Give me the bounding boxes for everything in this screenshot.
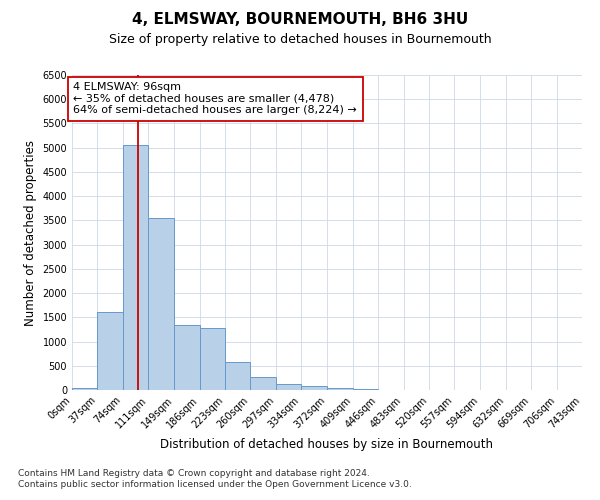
Text: 4, ELMSWAY, BOURNEMOUTH, BH6 3HU: 4, ELMSWAY, BOURNEMOUTH, BH6 3HU — [132, 12, 468, 28]
Bar — [250, 377, 276, 390]
Text: Contains HM Land Registry data © Crown copyright and database right 2024.: Contains HM Land Registry data © Crown c… — [18, 468, 370, 477]
Text: 4 ELMSWAY: 96sqm
← 35% of detached houses are smaller (4,478)
64% of semi-detach: 4 ELMSWAY: 96sqm ← 35% of detached house… — [73, 82, 357, 116]
Bar — [200, 328, 225, 390]
Bar — [225, 362, 250, 390]
Bar — [72, 388, 97, 390]
Bar — [174, 324, 200, 390]
Text: Size of property relative to detached houses in Bournemouth: Size of property relative to detached ho… — [109, 32, 491, 46]
Text: Contains public sector information licensed under the Open Government Licence v3: Contains public sector information licen… — [18, 480, 412, 489]
Bar — [276, 384, 301, 390]
Bar — [97, 312, 123, 390]
Bar — [353, 389, 378, 390]
X-axis label: Distribution of detached houses by size in Bournemouth: Distribution of detached houses by size … — [161, 438, 493, 451]
Bar — [328, 388, 353, 390]
Bar — [148, 218, 173, 390]
Bar — [301, 386, 326, 390]
Y-axis label: Number of detached properties: Number of detached properties — [24, 140, 37, 326]
Bar — [123, 146, 148, 390]
